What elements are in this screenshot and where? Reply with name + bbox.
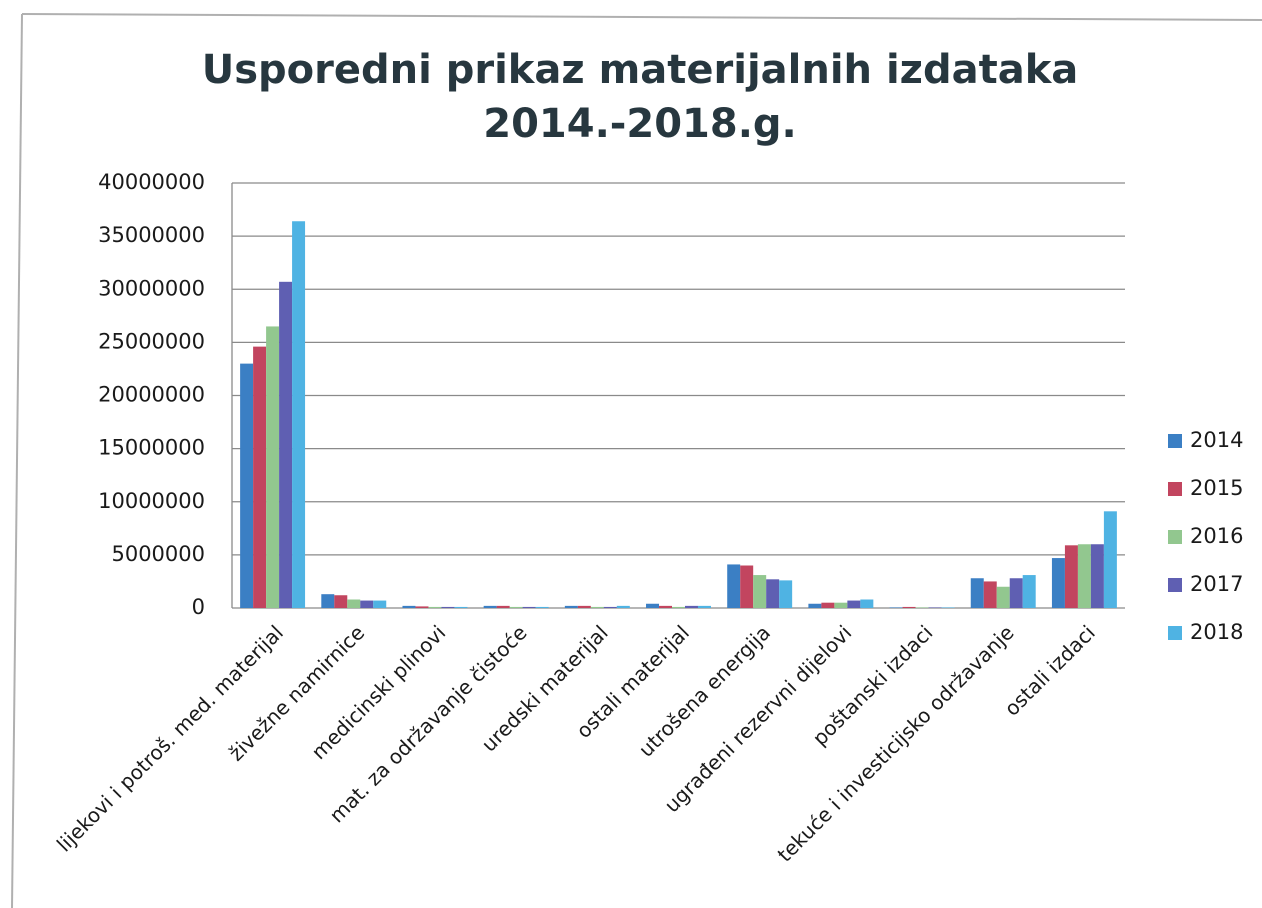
bar — [753, 575, 767, 608]
bar — [266, 326, 280, 608]
bar — [697, 605, 711, 608]
bar — [535, 606, 549, 608]
y-tick-label: 40000000 — [98, 170, 205, 194]
bar — [522, 606, 536, 608]
bar — [860, 599, 874, 608]
frame-left — [11, 13, 23, 908]
bar — [360, 600, 374, 608]
y-tick-label: 30000000 — [98, 276, 205, 300]
y-tick-label: 0 — [192, 595, 205, 619]
bar — [454, 606, 468, 608]
bar — [996, 586, 1010, 608]
bar — [279, 281, 293, 608]
bar — [590, 606, 604, 608]
bar — [347, 599, 361, 608]
y-tick-label: 10000000 — [98, 489, 205, 513]
bar — [983, 581, 997, 608]
bar — [509, 606, 523, 608]
y-tick-label: 20000000 — [98, 383, 205, 407]
bar — [1103, 511, 1117, 608]
y-tick-label: 5000000 — [111, 542, 205, 566]
bar — [684, 605, 698, 608]
bar — [1051, 558, 1065, 608]
legend-swatch — [1168, 578, 1182, 592]
bar — [616, 605, 630, 608]
bar — [1077, 544, 1091, 608]
bar — [727, 564, 741, 608]
chart-title: Usporedni prikaz materijalnih izdataka — [202, 47, 1079, 93]
bar — [766, 579, 780, 608]
bar — [740, 565, 754, 608]
bar — [577, 605, 591, 608]
legend-swatch — [1168, 482, 1182, 496]
bar — [1064, 545, 1078, 608]
bar — [240, 363, 254, 608]
y-tick-label: 35000000 — [98, 223, 205, 247]
bar — [902, 606, 916, 608]
bar — [847, 600, 861, 608]
bar — [889, 607, 903, 608]
bar — [779, 580, 793, 608]
bar — [441, 606, 455, 608]
legend-label: 2015 — [1190, 476, 1243, 500]
legend-swatch — [1168, 626, 1182, 640]
bar — [672, 606, 685, 608]
bar — [941, 607, 955, 608]
bar — [915, 607, 929, 608]
bar — [821, 602, 835, 608]
bar — [1009, 578, 1023, 608]
bar — [808, 603, 822, 608]
bar — [564, 605, 578, 608]
x-tick-label: živežne namirnice — [224, 620, 369, 765]
bar — [834, 602, 848, 608]
bar — [603, 606, 617, 608]
bar — [428, 606, 442, 608]
legend-swatch — [1168, 530, 1182, 544]
bar — [1022, 575, 1036, 608]
bar — [659, 605, 673, 608]
y-tick-label: 25000000 — [98, 329, 205, 353]
legend-label: 2017 — [1190, 572, 1243, 596]
legend-swatch — [1168, 434, 1182, 448]
bar — [373, 600, 387, 608]
bar — [1090, 544, 1104, 608]
bar — [928, 607, 942, 608]
x-tick-label: medicinski plinovi — [307, 620, 451, 764]
bar — [483, 605, 497, 608]
legend-label: 2016 — [1190, 524, 1243, 548]
bar — [253, 346, 267, 608]
y-tick-label: 15000000 — [98, 436, 205, 460]
bar — [334, 595, 348, 608]
frame-top — [21, 13, 1262, 21]
bar — [970, 578, 984, 608]
bar — [321, 594, 335, 608]
bar — [292, 221, 306, 608]
bar — [496, 605, 510, 608]
chart-title: 2014.-2018.g. — [483, 101, 796, 147]
bar — [402, 605, 416, 608]
legend-label: 2014 — [1190, 428, 1243, 452]
legend-label: 2018 — [1190, 620, 1243, 644]
bar — [646, 603, 660, 608]
bar — [415, 606, 429, 608]
